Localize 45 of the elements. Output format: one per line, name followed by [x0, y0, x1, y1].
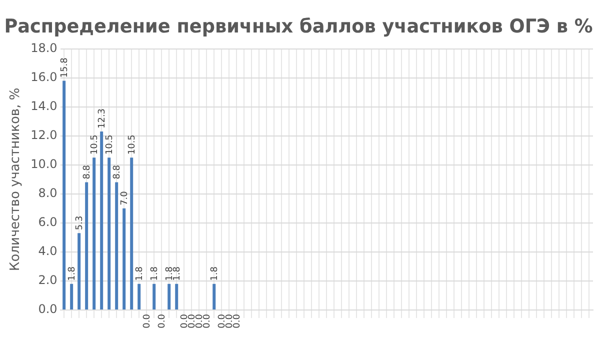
y-tick-label: 18.0: [30, 40, 58, 55]
y-tick-label: 0.0: [38, 302, 58, 316]
bar: [130, 158, 134, 310]
data-label: 5.3: [74, 216, 85, 230]
bar: [138, 284, 141, 310]
data-label: 7.0: [120, 190, 130, 206]
data-label: 12.3: [97, 108, 108, 129]
y-tick-label: 4.0: [38, 244, 58, 258]
data-label: 10.5: [127, 134, 138, 155]
data-label: 8.8: [112, 164, 122, 180]
bar: [108, 158, 111, 310]
y-tick-label: 6.0: [38, 215, 58, 230]
data-label: 15.8: [60, 57, 70, 78]
bar: [78, 233, 81, 310]
data-label: 0.0: [157, 314, 168, 328]
y-axis-title: Количество участников, %: [8, 88, 24, 271]
chart-title: Распределение первичных баллов участников ОГЭ в %: [4, 16, 594, 38]
data-label: 10.5: [104, 134, 115, 155]
bar: [92, 158, 96, 310]
data-label: 1.8: [67, 266, 78, 281]
y-tick-label: 8.0: [38, 186, 58, 200]
bar: [212, 284, 216, 310]
data-label: 1.8: [134, 266, 145, 281]
bar: [70, 284, 74, 310]
y-tick-label: 12.0: [30, 128, 58, 142]
data-label: 0.0: [232, 314, 242, 328]
data-label: 1.8: [210, 266, 220, 281]
bar: [62, 80, 66, 310]
data-label: 1.8: [150, 266, 160, 281]
bar: [100, 132, 104, 310]
y-tick-label: 14.0: [30, 98, 58, 113]
bar: [115, 182, 118, 310]
bar: [168, 284, 171, 310]
data-label: 1.8: [172, 266, 182, 281]
y-tick-label: 10.0: [30, 157, 58, 172]
bar: [122, 208, 126, 310]
bar: [85, 182, 88, 310]
data-label: 8.8: [82, 164, 92, 180]
y-tick-label: 2.0: [38, 273, 58, 288]
bar: [152, 284, 156, 310]
y-tick-label: 16.0: [30, 70, 58, 84]
data-label: 10.5: [90, 134, 100, 155]
bar: [175, 284, 178, 310]
data-label: 0.0: [202, 314, 212, 328]
data-label: 0.0: [142, 314, 152, 328]
